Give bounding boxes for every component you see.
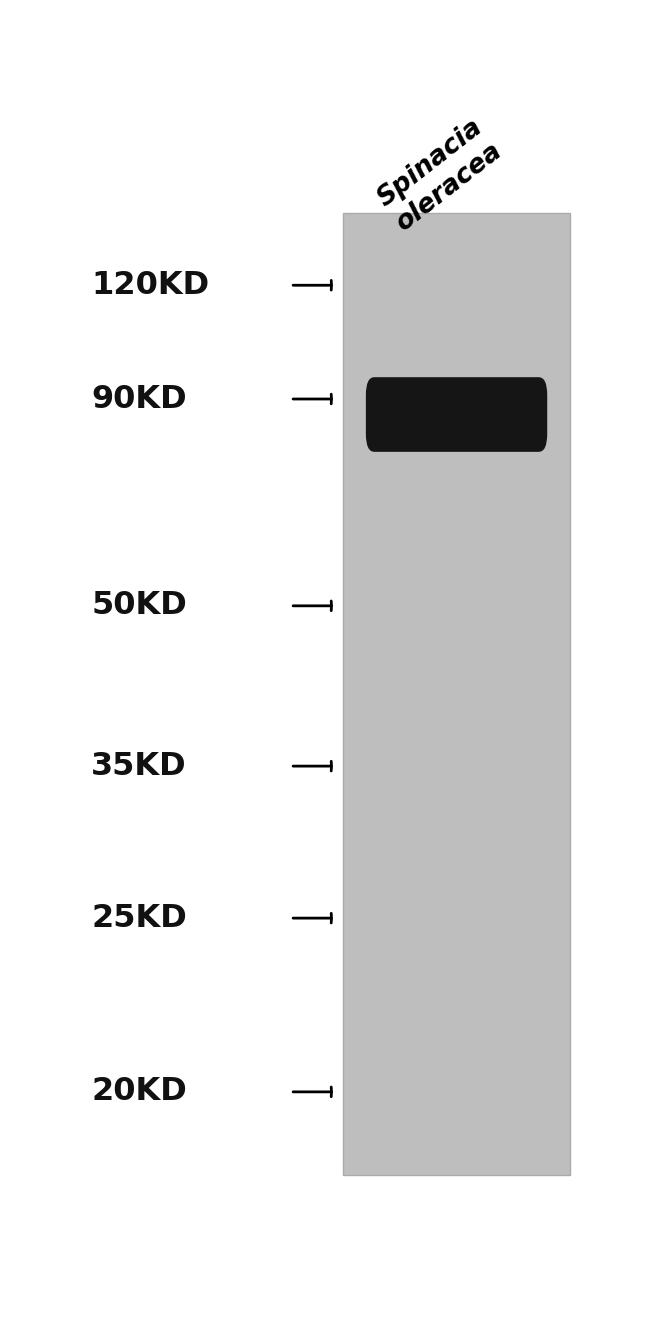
FancyBboxPatch shape bbox=[366, 377, 547, 451]
Text: 120KD: 120KD bbox=[91, 270, 209, 301]
Text: 20KD: 20KD bbox=[91, 1076, 187, 1108]
Text: 35KD: 35KD bbox=[91, 751, 187, 782]
Bar bbox=[343, 214, 570, 1175]
Text: 25KD: 25KD bbox=[91, 902, 187, 933]
Text: Spinacia
oleracea: Spinacia oleracea bbox=[372, 114, 506, 236]
Text: 90KD: 90KD bbox=[91, 384, 187, 415]
Text: 50KD: 50KD bbox=[91, 591, 187, 622]
